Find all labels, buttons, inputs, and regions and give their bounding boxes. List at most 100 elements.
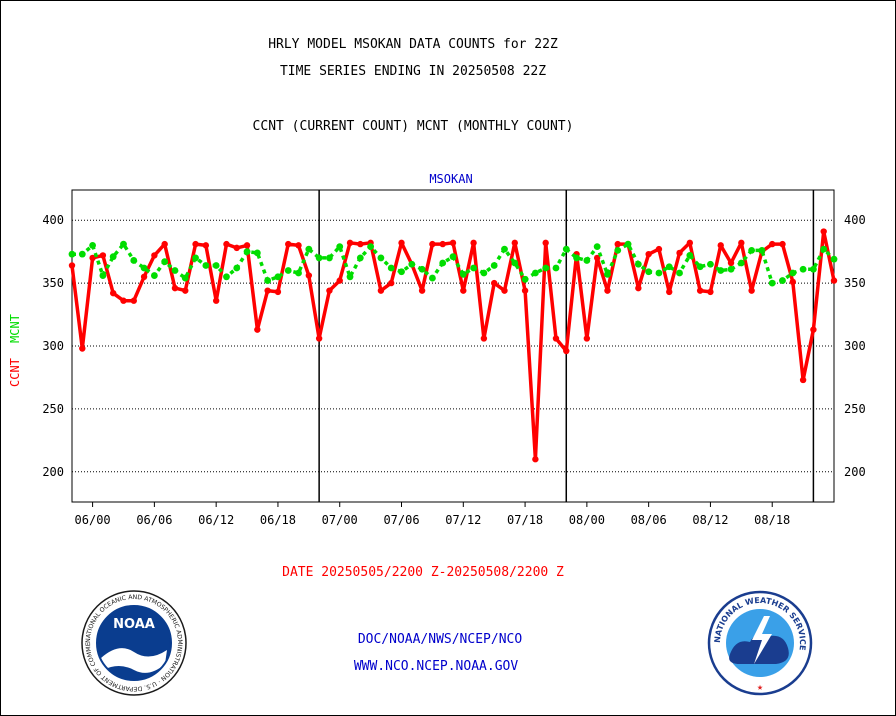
date-range-label: DATE 20250505/2200 Z-20250508/2200 Z bbox=[282, 565, 564, 580]
point-mcnt bbox=[521, 275, 529, 283]
point-ccnt bbox=[223, 240, 230, 248]
point-mcnt bbox=[573, 254, 580, 262]
website-link[interactable]: WWW.NCO.NCEP.NOAA.GOV bbox=[353, 659, 519, 674]
point-mcnt bbox=[243, 248, 251, 256]
point-mcnt bbox=[120, 240, 127, 248]
point-ccnt bbox=[295, 242, 302, 249]
point-mcnt bbox=[593, 243, 601, 251]
point-ccnt bbox=[604, 287, 611, 294]
point-mcnt bbox=[418, 265, 426, 273]
point-mcnt bbox=[367, 243, 375, 251]
point-mcnt bbox=[192, 254, 199, 262]
point-mcnt bbox=[655, 269, 663, 277]
point-ccnt bbox=[388, 279, 395, 287]
point-mcnt bbox=[665, 263, 673, 271]
y-axis-label-ccnt: CCNT bbox=[8, 358, 22, 387]
plot-area bbox=[71, 189, 835, 503]
point-mcnt bbox=[68, 250, 76, 258]
point-ccnt bbox=[593, 254, 601, 262]
point-ccnt bbox=[233, 244, 240, 252]
point-ccnt bbox=[480, 335, 488, 342]
y-tick-label-left: 400 bbox=[42, 213, 64, 227]
point-mcnt bbox=[707, 260, 714, 268]
point-mcnt bbox=[212, 262, 220, 269]
point-mcnt bbox=[305, 245, 313, 253]
point-mcnt bbox=[408, 260, 416, 268]
point-ccnt bbox=[171, 284, 179, 292]
point-mcnt bbox=[830, 255, 838, 263]
x-tick-label: 06/00 bbox=[75, 513, 111, 527]
point-ccnt bbox=[666, 288, 673, 296]
point-ccnt bbox=[717, 242, 724, 249]
point-ccnt bbox=[799, 376, 807, 384]
point-mcnt bbox=[799, 265, 807, 273]
point-mcnt bbox=[233, 264, 241, 272]
point-mcnt bbox=[346, 273, 354, 281]
point-ccnt bbox=[532, 456, 539, 463]
point-ccnt bbox=[398, 239, 405, 247]
point-ccnt bbox=[429, 240, 436, 248]
point-mcnt bbox=[439, 259, 447, 267]
point-mcnt bbox=[748, 246, 756, 254]
point-mcnt bbox=[429, 274, 436, 282]
axis-layer: 200 200 250 250 300 300 350 350 400 400 06/00 06/06… bbox=[42, 189, 866, 527]
point-mcnt bbox=[387, 264, 395, 272]
point-ccnt bbox=[346, 239, 354, 247]
point-ccnt bbox=[109, 289, 117, 297]
point-mcnt bbox=[78, 250, 86, 258]
point-mcnt bbox=[315, 254, 323, 262]
point-mcnt bbox=[758, 246, 766, 254]
point-ccnt bbox=[357, 240, 364, 248]
point-ccnt bbox=[130, 297, 137, 304]
point-ccnt bbox=[264, 287, 271, 294]
point-mcnt bbox=[284, 267, 292, 274]
point-ccnt bbox=[89, 254, 96, 262]
point-ccnt bbox=[68, 262, 76, 269]
series-line-ccnt bbox=[70, 229, 836, 461]
point-ccnt bbox=[789, 278, 797, 286]
point-ccnt bbox=[439, 240, 446, 248]
noaa-logo-text: NOAA bbox=[113, 617, 155, 632]
point-ccnt bbox=[120, 297, 127, 304]
point-ccnt bbox=[274, 288, 282, 296]
point-ccnt bbox=[336, 277, 343, 284]
point-ccnt bbox=[769, 240, 776, 248]
y-tick-label-right: 200 bbox=[844, 465, 866, 479]
point-ccnt bbox=[676, 249, 683, 257]
point-ccnt bbox=[727, 259, 735, 267]
point-mcnt bbox=[274, 273, 282, 281]
chart-title-line2: TIME SERIES ENDING IN 20250508 22Z bbox=[279, 64, 547, 79]
point-mcnt bbox=[511, 259, 519, 267]
point-mcnt bbox=[202, 262, 210, 269]
x-tick-label: 06/06 bbox=[136, 513, 172, 527]
point-ccnt bbox=[542, 239, 549, 247]
point-ccnt bbox=[820, 228, 827, 235]
y-tick-label-right: 350 bbox=[844, 276, 866, 290]
point-ccnt bbox=[655, 245, 663, 253]
point-ccnt bbox=[707, 288, 714, 296]
point-mcnt bbox=[717, 267, 725, 274]
point-mcnt bbox=[171, 267, 179, 274]
point-ccnt bbox=[79, 345, 86, 352]
point-ccnt bbox=[305, 272, 313, 279]
point-ccnt bbox=[490, 279, 498, 287]
point-ccnt bbox=[377, 287, 385, 294]
point-ccnt bbox=[151, 252, 158, 259]
point-mcnt bbox=[542, 264, 550, 272]
point-ccnt bbox=[511, 239, 518, 247]
point-mcnt bbox=[810, 265, 817, 273]
point-mcnt bbox=[181, 274, 189, 282]
point-mcnt bbox=[480, 269, 488, 277]
point-ccnt bbox=[563, 347, 570, 355]
point-mcnt bbox=[645, 268, 653, 276]
station-label: MSOKAN bbox=[429, 172, 473, 186]
point-mcnt bbox=[377, 254, 385, 262]
point-ccnt bbox=[212, 297, 220, 304]
y-tick-label-left: 250 bbox=[42, 402, 64, 416]
point-ccnt bbox=[552, 335, 560, 342]
point-mcnt bbox=[264, 277, 272, 284]
org-path-link[interactable]: DOC/NOAA/NWS/NCEP/NCO bbox=[357, 632, 523, 647]
point-mcnt bbox=[696, 263, 704, 271]
point-ccnt bbox=[243, 242, 251, 249]
point-mcnt bbox=[295, 269, 302, 277]
